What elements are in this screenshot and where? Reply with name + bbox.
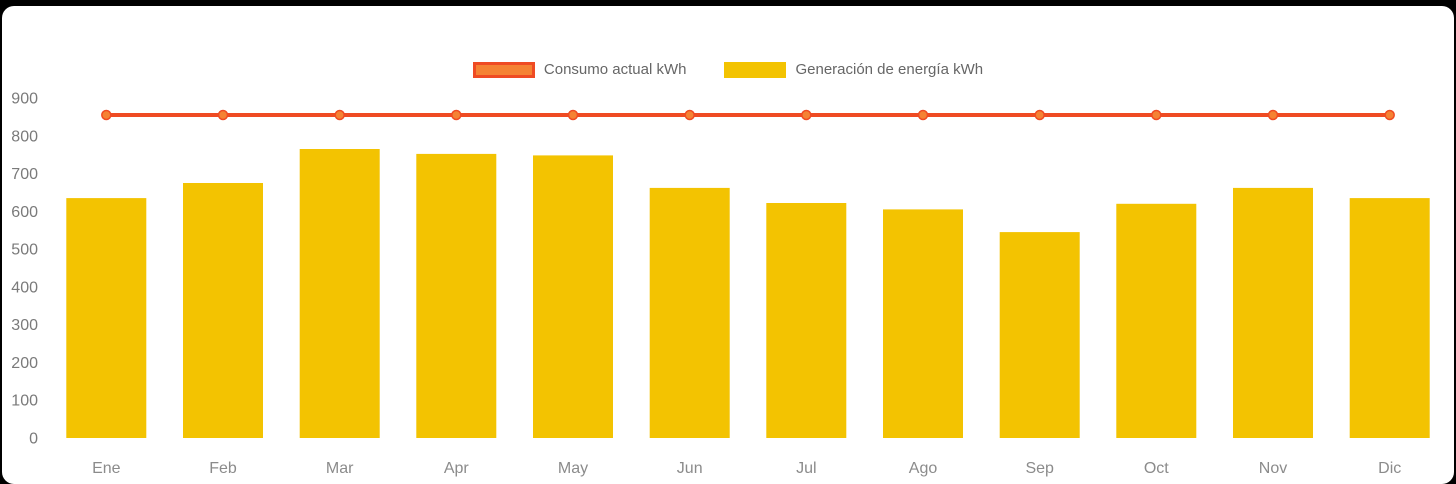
bar-ene[interactable] — [66, 198, 147, 438]
y-tick-label: 400 — [11, 279, 38, 296]
y-tick-label: 800 — [11, 128, 38, 145]
y-tick-label: 500 — [11, 242, 38, 259]
x-tick-label: Dic — [1378, 460, 1401, 477]
consumo-point-nov[interactable] — [1267, 109, 1279, 121]
consumo-point-dic[interactable] — [1384, 109, 1395, 121]
consumo-point-oct[interactable] — [1151, 109, 1162, 121]
bar-ago[interactable] — [883, 209, 963, 438]
x-tick-label: Nov — [1259, 460, 1287, 477]
x-tick-label: Feb — [209, 460, 237, 477]
legend-item-consumo[interactable]: Consumo actual kWh — [472, 61, 687, 78]
legend-item-generacion[interactable]: Generación de energía kWh — [724, 62, 983, 78]
bar-apr[interactable] — [416, 153, 497, 438]
x-tick-label: Mar — [326, 460, 354, 477]
consumo-point-ene[interactable] — [101, 109, 112, 121]
consumo-point-may[interactable] — [567, 109, 579, 121]
consumo-point-apr[interactable] — [451, 109, 462, 121]
y-tick-label: 200 — [11, 355, 38, 372]
x-tick-label: Apr — [444, 460, 470, 477]
x-tick-label: Sep — [1025, 460, 1054, 477]
y-tick-label: 300 — [11, 317, 38, 334]
consumo-line-swatch — [472, 62, 535, 78]
consumo-point-jun[interactable] — [684, 109, 695, 121]
bar-sep[interactable] — [999, 232, 1080, 438]
bar-jun[interactable] — [649, 187, 730, 438]
bar-mar[interactable] — [299, 149, 380, 438]
bar-nov[interactable] — [1233, 187, 1313, 438]
consumo-point-sep[interactable] — [1034, 109, 1045, 121]
bar-jul[interactable] — [766, 203, 847, 438]
y-tick-label: 900 — [11, 91, 38, 108]
x-tick-label: Jul — [796, 460, 816, 477]
bar-dic[interactable] — [1349, 198, 1430, 438]
x-tick-label: May — [558, 460, 588, 477]
bar-oct[interactable] — [1116, 203, 1197, 438]
legend-label-generacion: Generación de energía kWh — [795, 61, 984, 78]
y-tick-label: 700 — [11, 166, 38, 183]
y-tick-label: 0 — [29, 431, 38, 448]
x-tick-label: Jun — [677, 460, 703, 477]
x-tick-label: Ene — [92, 460, 121, 477]
bar-may[interactable] — [533, 155, 613, 438]
consumo-point-ago[interactable] — [917, 109, 929, 121]
chart-plot-area: 0 100 200 300 400 500 600 700 800 900 Ene Feb Mar Apr… — [11, 91, 1430, 477]
x-tick-label: Ago — [909, 460, 938, 477]
y-tick-label: 600 — [11, 204, 38, 221]
y-tick-label: 100 — [11, 393, 38, 410]
chart-legend: Consumo actual kWh Generación de energía… — [2, 62, 1454, 78]
generacion-bar-swatch — [724, 62, 787, 78]
legend-label-consumo: Consumo actual kWh — [543, 61, 687, 78]
bar-feb[interactable] — [183, 183, 263, 438]
consumo-point-mar[interactable] — [334, 109, 345, 121]
x-tick-label: Oct — [1144, 460, 1169, 477]
consumo-point-feb[interactable] — [217, 109, 229, 121]
consumo-point-jul[interactable] — [801, 109, 812, 121]
chart-card: Consumo actual kWh Generación de energía… — [2, 6, 1454, 484]
